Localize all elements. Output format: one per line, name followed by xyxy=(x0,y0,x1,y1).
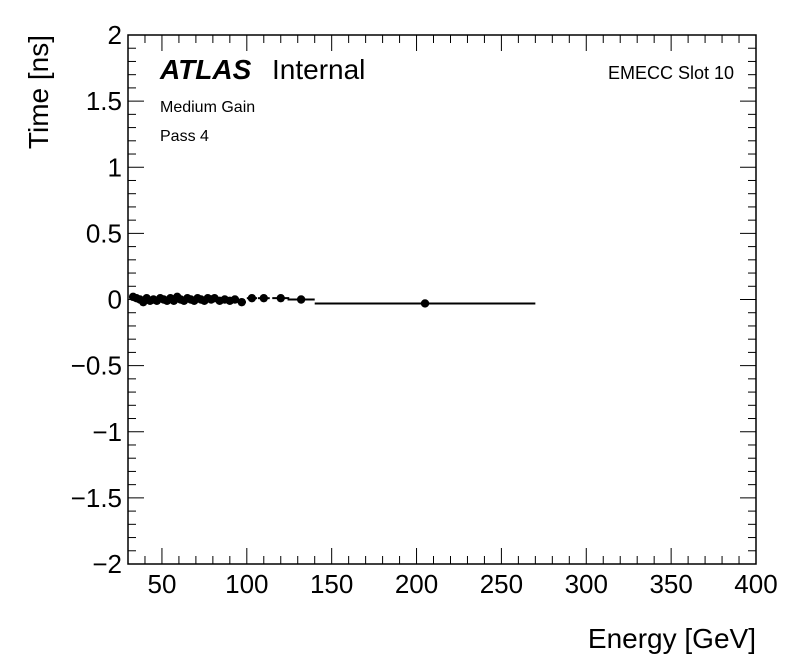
atlas-label: ATLAS xyxy=(159,54,252,85)
y-axis-title: Time [ns] xyxy=(23,35,54,149)
y-tick-label: 1.5 xyxy=(86,86,122,116)
y-tick-label: −2 xyxy=(92,549,122,579)
y-tick-label: 0.5 xyxy=(86,218,122,248)
data-point xyxy=(259,293,268,303)
data-point xyxy=(276,293,285,303)
slot-label: EMECC Slot 10 xyxy=(608,63,734,83)
x-tick-label: 300 xyxy=(565,569,608,599)
data-points xyxy=(128,292,536,308)
x-tick-label: 400 xyxy=(734,569,777,599)
y-tick-label: −1 xyxy=(92,417,122,447)
y-tick-label: −1.5 xyxy=(71,483,122,513)
internal-label: Internal xyxy=(272,54,365,85)
y-tick-labels: −2 −1.5 −1 −0.5 0 0.5 1 1.5 2 xyxy=(71,20,122,579)
pass-label: Pass 4 xyxy=(160,128,209,145)
data-point xyxy=(230,295,240,304)
data-point xyxy=(420,299,430,308)
x-tick-label: 100 xyxy=(225,569,268,599)
x-tick-label: 150 xyxy=(310,569,353,599)
data-point xyxy=(247,293,257,303)
x-tick-labels: 50 100 150 200 250 300 350 400 xyxy=(147,569,777,599)
x-tick-label: 250 xyxy=(480,569,523,599)
y-tick-label: 2 xyxy=(108,20,122,50)
x-tick-label: 350 xyxy=(649,569,692,599)
x-axis-title: Energy [GeV] xyxy=(588,623,756,654)
x-tick-label: 200 xyxy=(395,569,438,599)
data-point xyxy=(237,297,246,307)
y-tick-label: −0.5 xyxy=(71,351,122,381)
y-tick-label: 0 xyxy=(108,285,122,315)
x-tick-label: 50 xyxy=(147,569,176,599)
axis-ticks xyxy=(127,34,757,565)
gain-label: Medium Gain xyxy=(160,99,255,116)
y-tick-label: 1 xyxy=(108,152,122,182)
data-point xyxy=(296,295,306,304)
